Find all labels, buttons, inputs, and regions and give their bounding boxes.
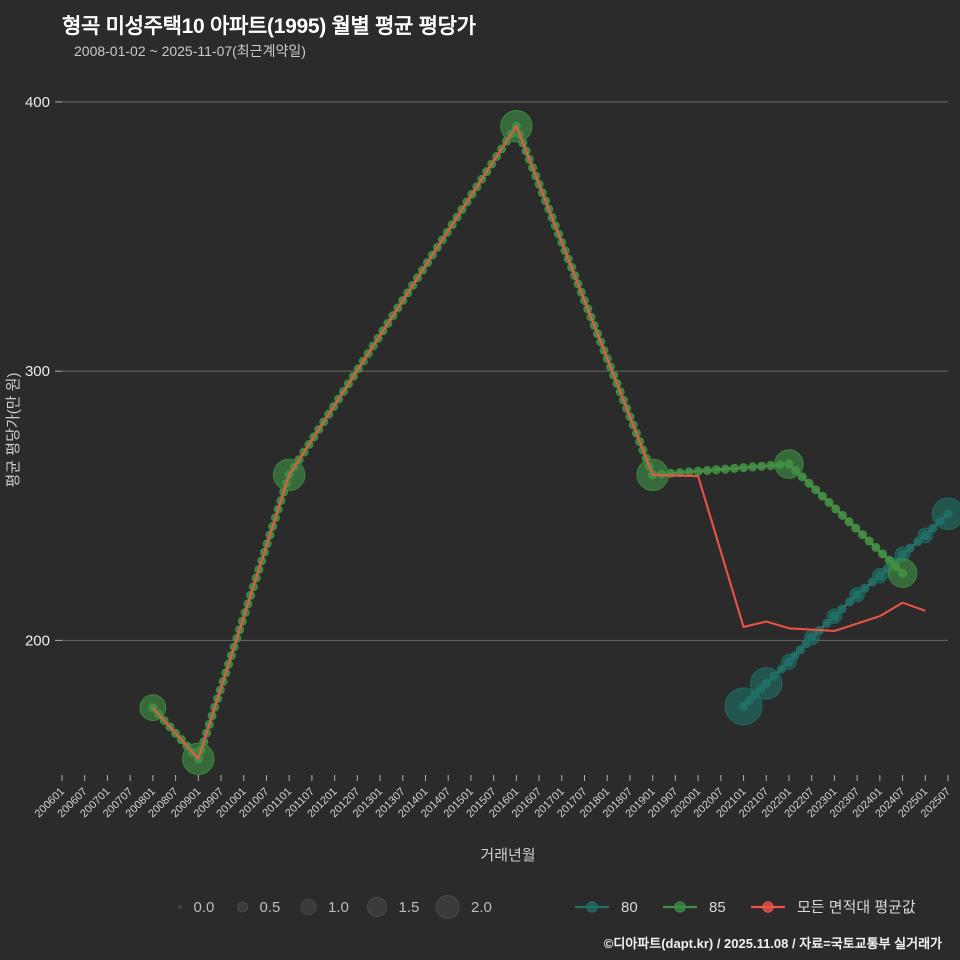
data-point-marker[interactable] — [826, 608, 843, 624]
legend-marker — [586, 901, 598, 913]
y-tick-label: 400 — [25, 94, 50, 111]
series-dot — [729, 463, 739, 473]
size-legend-label: 1.0 — [328, 899, 349, 916]
size-legend-label: 0.0 — [194, 899, 215, 916]
color-legend: 80 85 모든 면적대 평균값 — [575, 899, 916, 916]
legend-marker — [674, 901, 686, 913]
series-dot — [871, 542, 881, 552]
series-dot — [797, 472, 807, 482]
series-dot — [817, 491, 827, 501]
legend-marker — [762, 901, 774, 913]
series-dot — [864, 536, 874, 546]
series-dot — [693, 466, 703, 476]
y-axis-title: 평균 평당가(만 원) — [5, 373, 22, 488]
series-모든 면적대 평균값 — [152, 125, 926, 760]
data-point-marker[interactable] — [849, 586, 865, 603]
series-dot — [711, 465, 721, 475]
chart-subtitle: 2008-01-02 ~ 2025-11-07(최근계약일) — [74, 43, 306, 59]
series-dot — [837, 510, 847, 520]
legend-item-85[interactable]: 85 — [663, 899, 726, 916]
series-dot — [748, 462, 758, 472]
size-legend-bubble — [300, 899, 317, 915]
data-series-layer — [139, 109, 960, 776]
series-dot — [844, 517, 854, 527]
x-axis-ticks: 2006012006072007012007072008012008072009… — [33, 775, 953, 820]
series-80 — [724, 497, 960, 726]
series-dot — [702, 465, 712, 475]
series-dot — [811, 485, 821, 495]
series-dot — [857, 530, 867, 540]
data-point-marker[interactable] — [931, 497, 960, 531]
y-tick-label: 200 — [25, 632, 50, 649]
legend-label: 모든 면적대 평균값 — [797, 899, 916, 916]
size-legend-label: 0.5 — [260, 899, 281, 916]
series-dot — [831, 504, 841, 514]
data-point-marker[interactable] — [887, 558, 918, 588]
legend-label: 80 — [621, 899, 638, 916]
data-point-marker[interactable] — [750, 667, 783, 700]
data-point-marker[interactable] — [803, 629, 820, 646]
data-point-marker[interactable] — [872, 567, 888, 584]
size-legend-label: 2.0 — [471, 899, 492, 916]
data-point-marker[interactable] — [774, 449, 804, 479]
series-85 — [139, 109, 918, 776]
series-line — [152, 125, 926, 760]
size-legend: 0.0 0.5 1.0 1.5 2.0 — [178, 895, 492, 919]
series-dot — [884, 555, 894, 565]
page-title: 형곡 미성주택10 아파트(1995) 월별 평균 평당가 — [62, 15, 476, 38]
series-dot — [824, 498, 834, 508]
series-dot — [720, 464, 730, 474]
y-axis-ticks: 200 300 400 — [25, 94, 50, 649]
series-dot — [878, 549, 888, 559]
data-point-marker[interactable] — [781, 654, 797, 670]
x-axis-title: 거래년월 — [480, 847, 535, 864]
series-dot — [757, 461, 767, 471]
data-point-marker[interactable] — [724, 687, 763, 726]
series-dot — [795, 645, 805, 655]
size-legend-label: 1.5 — [399, 899, 420, 916]
gridlines — [55, 101, 948, 641]
footer-credit: ©디아파트(dapt.kr) / 2025.11.08 / 자료=국토교통부 실… — [603, 936, 942, 951]
legend-item-모든 면적대 평균값[interactable]: 모든 면적대 평균값 — [751, 899, 916, 916]
size-legend-bubble — [178, 905, 182, 909]
legend-item-80[interactable]: 80 — [575, 899, 638, 916]
size-legend-bubble — [435, 895, 460, 919]
series-dot — [851, 523, 861, 533]
data-point-marker[interactable] — [917, 527, 934, 544]
size-legend-bubble — [237, 901, 248, 913]
series-dot — [804, 478, 814, 488]
size-legend-bubble — [367, 897, 387, 917]
series-dot — [766, 460, 776, 470]
series-dot — [739, 463, 749, 473]
y-tick-label: 300 — [25, 363, 50, 380]
legend-label: 85 — [709, 899, 726, 916]
